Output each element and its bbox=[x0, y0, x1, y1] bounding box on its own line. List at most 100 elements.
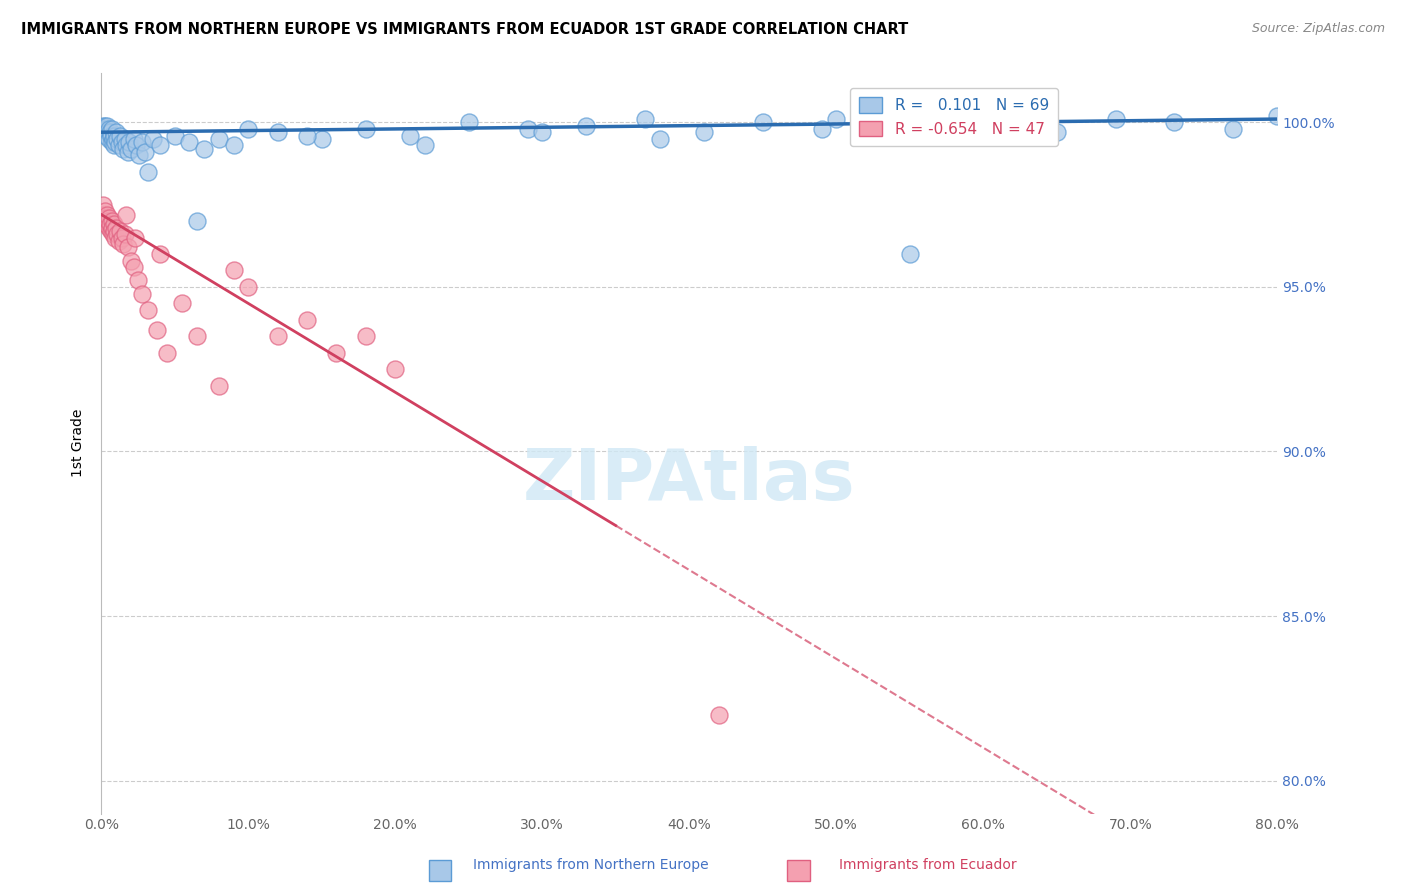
Point bbox=[100, 224, 122, 238]
Point bbox=[354, 329, 377, 343]
Point bbox=[208, 132, 231, 146]
Point bbox=[103, 218, 125, 232]
Point bbox=[222, 138, 245, 153]
Point bbox=[131, 286, 153, 301]
Point bbox=[354, 122, 377, 136]
Point bbox=[91, 197, 114, 211]
Point bbox=[98, 132, 121, 146]
Text: Immigrants from Ecuador: Immigrants from Ecuador bbox=[839, 858, 1017, 872]
Point bbox=[117, 240, 139, 254]
Point bbox=[516, 122, 538, 136]
Point bbox=[266, 329, 288, 343]
Point bbox=[103, 128, 125, 143]
Point bbox=[94, 204, 117, 219]
Point bbox=[98, 218, 121, 232]
Point bbox=[108, 234, 131, 248]
Point bbox=[94, 119, 117, 133]
Point bbox=[96, 218, 118, 232]
Point bbox=[103, 138, 125, 153]
Point bbox=[120, 142, 142, 156]
Point bbox=[110, 224, 132, 238]
Point bbox=[238, 122, 260, 136]
Point bbox=[96, 119, 118, 133]
Point bbox=[111, 230, 134, 244]
Point bbox=[384, 362, 406, 376]
Point bbox=[104, 125, 127, 139]
Point bbox=[186, 329, 208, 343]
Point bbox=[124, 230, 146, 244]
Point bbox=[111, 135, 134, 149]
Point bbox=[693, 125, 716, 139]
Point bbox=[208, 378, 231, 392]
Point bbox=[93, 125, 115, 139]
Point bbox=[104, 220, 127, 235]
Point bbox=[127, 273, 149, 287]
Point bbox=[170, 296, 193, 310]
Point bbox=[575, 119, 598, 133]
Point bbox=[531, 125, 554, 139]
Point bbox=[104, 135, 127, 149]
Point bbox=[146, 323, 169, 337]
Point bbox=[987, 119, 1010, 133]
Point bbox=[96, 207, 118, 221]
Point bbox=[97, 122, 120, 136]
Point bbox=[238, 280, 260, 294]
Point bbox=[311, 132, 333, 146]
Point bbox=[96, 128, 118, 143]
Point bbox=[98, 211, 121, 225]
Point bbox=[751, 115, 773, 129]
Point bbox=[134, 145, 156, 159]
Point bbox=[115, 138, 138, 153]
Point bbox=[105, 132, 128, 146]
Point bbox=[179, 135, 201, 149]
Point bbox=[122, 260, 145, 275]
Point bbox=[325, 345, 347, 359]
Point bbox=[97, 214, 120, 228]
Point bbox=[186, 214, 208, 228]
Point bbox=[112, 237, 135, 252]
Point bbox=[101, 132, 124, 146]
Point bbox=[101, 220, 124, 235]
Point bbox=[93, 207, 115, 221]
Point bbox=[118, 135, 141, 149]
Point bbox=[125, 138, 148, 153]
Point bbox=[825, 112, 848, 126]
Point bbox=[928, 115, 950, 129]
Point bbox=[295, 128, 318, 143]
Point bbox=[222, 263, 245, 277]
Point bbox=[898, 247, 921, 261]
Text: ZIPAtlas: ZIPAtlas bbox=[523, 446, 856, 515]
Point bbox=[707, 707, 730, 722]
Point bbox=[156, 345, 179, 359]
Point bbox=[100, 135, 122, 149]
Text: Source: ZipAtlas.com: Source: ZipAtlas.com bbox=[1251, 22, 1385, 36]
Point bbox=[110, 128, 132, 143]
Point bbox=[136, 302, 159, 317]
Text: Immigrants from Northern Europe: Immigrants from Northern Europe bbox=[472, 858, 709, 872]
Point bbox=[101, 227, 124, 242]
Point bbox=[128, 148, 150, 162]
Point bbox=[94, 122, 117, 136]
Point bbox=[108, 138, 131, 153]
Point bbox=[399, 128, 422, 143]
Point bbox=[149, 247, 172, 261]
Point bbox=[97, 220, 120, 235]
Point bbox=[1163, 115, 1185, 129]
Point bbox=[114, 132, 136, 146]
Point bbox=[104, 230, 127, 244]
Text: IMMIGRANTS FROM NORTHERN EUROPE VS IMMIGRANTS FROM ECUADOR 1ST GRADE CORRELATION: IMMIGRANTS FROM NORTHERN EUROPE VS IMMIG… bbox=[21, 22, 908, 37]
Point bbox=[266, 125, 288, 139]
Point bbox=[634, 112, 657, 126]
Point bbox=[648, 132, 671, 146]
Point bbox=[869, 128, 891, 143]
Point bbox=[131, 135, 153, 149]
Point bbox=[1265, 109, 1288, 123]
Point bbox=[97, 125, 120, 139]
Legend: R =   0.101   N = 69, R = -0.654   N = 47: R = 0.101 N = 69, R = -0.654 N = 47 bbox=[851, 88, 1057, 146]
Point bbox=[1222, 122, 1244, 136]
Point bbox=[122, 132, 145, 146]
Point bbox=[93, 122, 115, 136]
Point bbox=[117, 145, 139, 159]
Point bbox=[100, 128, 122, 143]
Point bbox=[163, 128, 186, 143]
